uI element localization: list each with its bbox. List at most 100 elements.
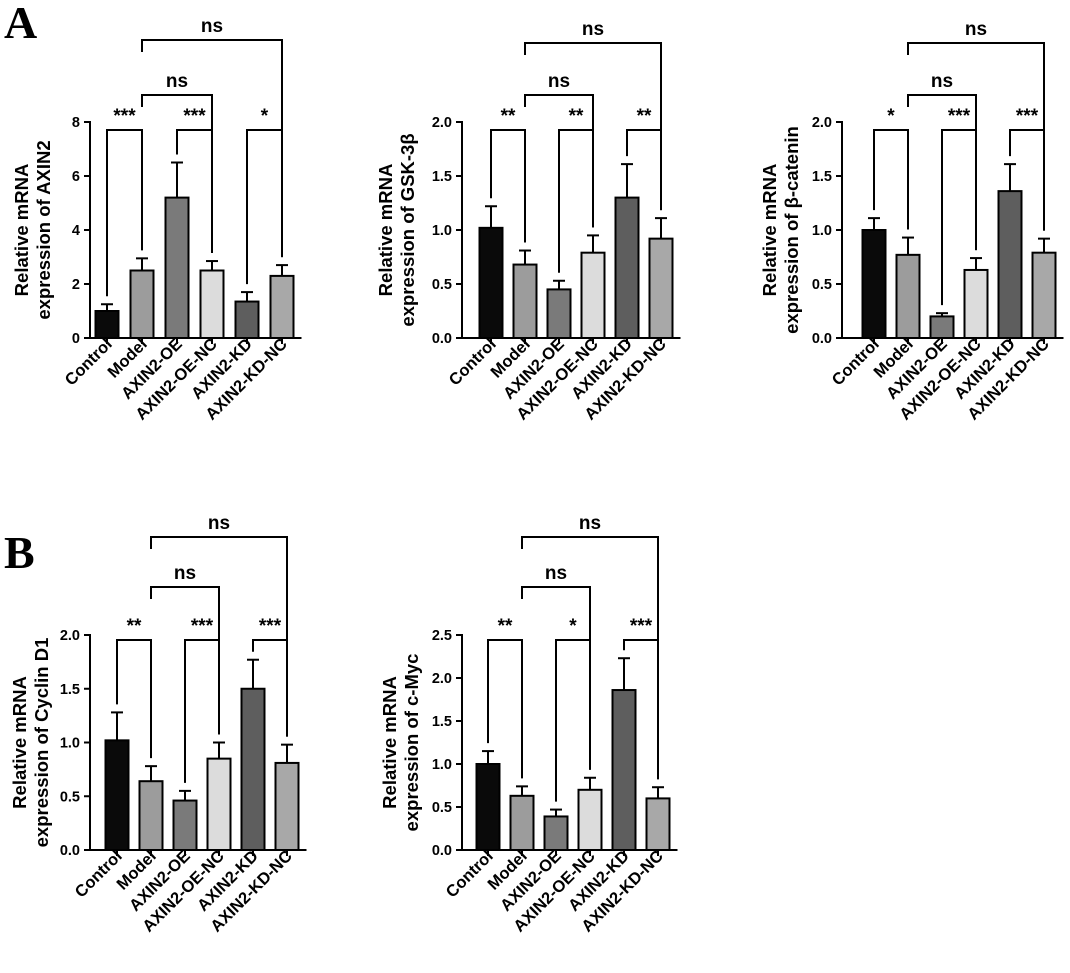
bar-axin2-kd-nc <box>1031 251 1057 339</box>
y-tick-label: 1.5 <box>432 714 452 730</box>
bar-control <box>478 226 504 339</box>
significance-label: ** <box>127 616 142 637</box>
significance-label: ns <box>545 563 567 584</box>
bar-axin2-oe <box>172 799 198 851</box>
significance-bracket <box>873 129 909 230</box>
y-axis-label-line: expression of GSK-3β <box>397 133 418 326</box>
bar-axin2-oe <box>546 288 572 339</box>
bar-axin2-oe-nc <box>577 788 603 851</box>
significance-label: ** <box>501 106 516 127</box>
bar-axin2-oe <box>543 815 569 852</box>
significance-bracket <box>246 129 283 285</box>
y-tick-label: 6 <box>72 169 80 185</box>
bar-control <box>94 310 120 339</box>
y-tick-label: 1.0 <box>432 223 452 239</box>
significance-bracket <box>150 586 220 735</box>
y-axis-label: Relative mRNAexpression of AXIN2 <box>11 140 54 319</box>
significance-bracket <box>524 42 662 211</box>
y-tick-label: 0.0 <box>60 843 80 859</box>
y-tick-label: 0.5 <box>60 789 80 805</box>
y-axis-label-line: Relative mRNA <box>9 676 30 809</box>
significance-label: ns <box>579 513 601 534</box>
bar-axin2-oe <box>929 315 955 339</box>
y-tick-label: 1.5 <box>432 169 452 185</box>
chart-beta-catenin: 0.0 0.5 1.0 1.5 2.0 Relative mRNAexpression o… <box>759 19 1064 424</box>
chart-cyclin-d1: 0.0 0.5 1.0 1.5 2.0 Relative mRNAexpression o… <box>9 513 307 936</box>
y-tick-label: 2.0 <box>60 628 80 644</box>
bar-axin2-kd <box>234 300 260 339</box>
bar-axin2-kd <box>240 687 266 851</box>
y-axis-label: Relative mRNAexpression of β-catenin <box>759 126 802 334</box>
y-axis-label: Relative mRNAexpression of GSK-3β <box>375 133 418 326</box>
significance-label: ns <box>931 71 953 92</box>
y-axis-label: Relative mRNAexpression of c-Myc <box>379 654 422 832</box>
significance-bracket <box>521 536 659 780</box>
significance-label: ns <box>582 19 604 40</box>
significance-label: *** <box>1016 106 1039 127</box>
y-tick-label: 2 <box>72 277 80 293</box>
y-axis-label-line: expression of c-Myc <box>401 654 422 832</box>
significance-bracket <box>116 639 152 759</box>
bar-axin2-kd-nc <box>648 237 674 339</box>
significance-bracket <box>907 42 1045 231</box>
significance-bracket <box>106 129 143 297</box>
significance-label: ** <box>569 106 584 127</box>
y-axis-label: Relative mRNAexpression of Cyclin D1 <box>9 638 52 848</box>
y-tick-label: 2.0 <box>432 671 452 687</box>
y-axis-label-line: expression of AXIN2 <box>33 140 54 319</box>
significance-label: *** <box>191 616 214 637</box>
bar-axin2-kd <box>611 689 637 851</box>
y-tick-label: 0.5 <box>432 277 452 293</box>
bar-axin2-kd <box>614 196 640 339</box>
y-tick-label: 1.0 <box>812 223 832 239</box>
significance-label: ns <box>548 71 570 92</box>
y-axis-label-line: expression of Cyclin D1 <box>31 638 52 848</box>
y-tick-label: 4 <box>72 223 80 239</box>
y-tick-label: 8 <box>72 115 80 131</box>
panel-letter-a: A <box>4 0 37 48</box>
significance-label: ** <box>637 106 652 127</box>
bar-axin2-oe <box>164 196 190 339</box>
y-tick-label: 2.0 <box>812 115 832 131</box>
bar-control <box>475 763 501 851</box>
chart-c-myc: 0.0 0.5 1.0 1.5 2.0 2.5 Relative mRNAexpressio… <box>379 513 678 936</box>
y-axis-label-line: Relative mRNA <box>375 164 396 297</box>
bar-axin2-oe-nc <box>206 757 232 851</box>
bar-control <box>861 229 887 339</box>
y-tick-label: 0.5 <box>812 277 832 293</box>
bar-axin2-oe-nc <box>199 269 225 339</box>
bar-axin2-kd <box>997 190 1023 339</box>
significance-label: ns <box>965 19 987 40</box>
significance-label: ns <box>208 513 230 534</box>
chart-gsk3b: 0.0 0.5 1.0 1.5 2.0 Relative mRNAexpression o… <box>375 19 681 424</box>
significance-label: *** <box>183 106 206 127</box>
category-label: Control <box>62 335 116 389</box>
significance-bracket <box>524 94 594 228</box>
y-tick-label: 0.0 <box>812 331 832 347</box>
y-tick-label: 1.0 <box>60 736 80 752</box>
y-tick-label: 2.5 <box>432 628 452 644</box>
significance-label: *** <box>630 616 653 637</box>
significance-label: ** <box>498 616 513 637</box>
significance-bracket <box>141 94 213 254</box>
y-tick-label: 0.0 <box>432 331 452 347</box>
y-tick-label: 2.0 <box>432 115 452 131</box>
y-tick-label: 0.0 <box>432 843 452 859</box>
category-label: Control <box>829 335 883 389</box>
bar-model <box>895 253 921 339</box>
significance-label: *** <box>259 616 282 637</box>
significance-label: * <box>261 106 269 127</box>
y-axis-label-line: expression of β-catenin <box>781 126 802 334</box>
significance-bracket <box>558 129 594 273</box>
y-tick-label: 1.5 <box>60 682 80 698</box>
bar-model <box>509 794 535 852</box>
y-axis-label-line: Relative mRNA <box>379 676 400 809</box>
y-tick-label: 0.5 <box>432 800 452 816</box>
significance-label: ns <box>166 71 188 92</box>
significance-bracket <box>150 536 288 737</box>
category-label: Control <box>446 335 500 389</box>
bar-control <box>104 739 130 851</box>
y-axis-label-line: Relative mRNA <box>759 164 780 297</box>
